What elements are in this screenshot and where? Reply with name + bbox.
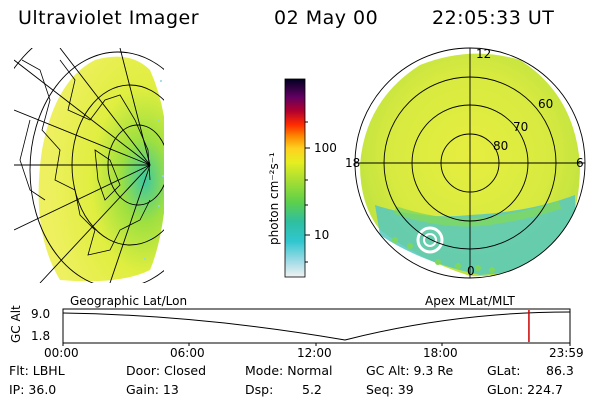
ip-info: IP: 36.0	[9, 382, 57, 397]
time-tick-0000: 00:00	[44, 346, 79, 360]
polar-grid	[354, 47, 586, 279]
altitude-ylabel: GC Alt	[9, 305, 23, 343]
colorbar-tick-100: 100	[314, 141, 337, 155]
altitude-ytick-high: 9.0	[31, 307, 51, 321]
time-tick-2359: 23:59	[549, 346, 584, 360]
mlt-label-12: 12	[476, 47, 492, 61]
colorbar	[284, 78, 310, 278]
time-tick-0600: 06:00	[170, 346, 205, 360]
earth-disk-emission	[38, 56, 164, 282]
filter-info: Flt: LBHL	[9, 363, 65, 378]
mlat-label-70: 70	[513, 120, 529, 134]
time-tick-1800: 18:00	[423, 346, 458, 360]
seq-info: Seq: 39	[366, 382, 414, 397]
mlt-label-18: 18	[345, 156, 361, 170]
mlt-label-6: 6	[576, 156, 584, 170]
date-label: 02 May 00	[274, 7, 379, 29]
colorbar-unit-label: photon cm⁻²s⁻¹	[267, 152, 281, 245]
coastlines	[19, 59, 151, 256]
emission-blobs	[392, 237, 495, 273]
altitude-ytick-low: 1.8	[31, 329, 51, 343]
mlat-label-60: 60	[538, 97, 554, 111]
door-info: Door: Closed	[126, 363, 207, 378]
limb-speckle	[144, 80, 164, 260]
geographic-map	[14, 48, 164, 283]
colorbar-tick-10: 10	[314, 228, 330, 242]
glon-info: GLon: 224.7	[487, 382, 563, 397]
mlat-label-80: 80	[493, 139, 509, 153]
left-panel-caption: Geographic Lat/Lon	[70, 294, 188, 308]
polar-mlat-mlt	[354, 47, 586, 279]
lat-lon-grid	[14, 48, 164, 283]
glat-info-value: 86.3	[546, 363, 574, 378]
altitude-plot	[62, 308, 571, 346]
gain-info: Gain: 13	[126, 382, 179, 397]
mlt-label-0: 0	[467, 264, 475, 278]
dsp-info-value: 5.2	[302, 382, 322, 397]
gc-alt-info: GC Alt: 9.3 Re	[366, 363, 454, 378]
altitude-curve	[62, 311, 571, 341]
altitude-plot-frame	[62, 308, 571, 344]
instrument-title: Ultraviolet Imager	[18, 7, 200, 29]
colorbar-gradient	[284, 78, 306, 278]
time-tick-1200: 12:00	[297, 346, 332, 360]
glat-info-label: GLat:	[487, 363, 521, 378]
right-panel-caption: Apex MLat/MLT	[425, 294, 515, 308]
dsp-info-label: Dsp:	[245, 382, 274, 397]
time-label: 22:05:33 UT	[432, 7, 555, 29]
mode-info: Mode: Normal	[245, 363, 333, 378]
